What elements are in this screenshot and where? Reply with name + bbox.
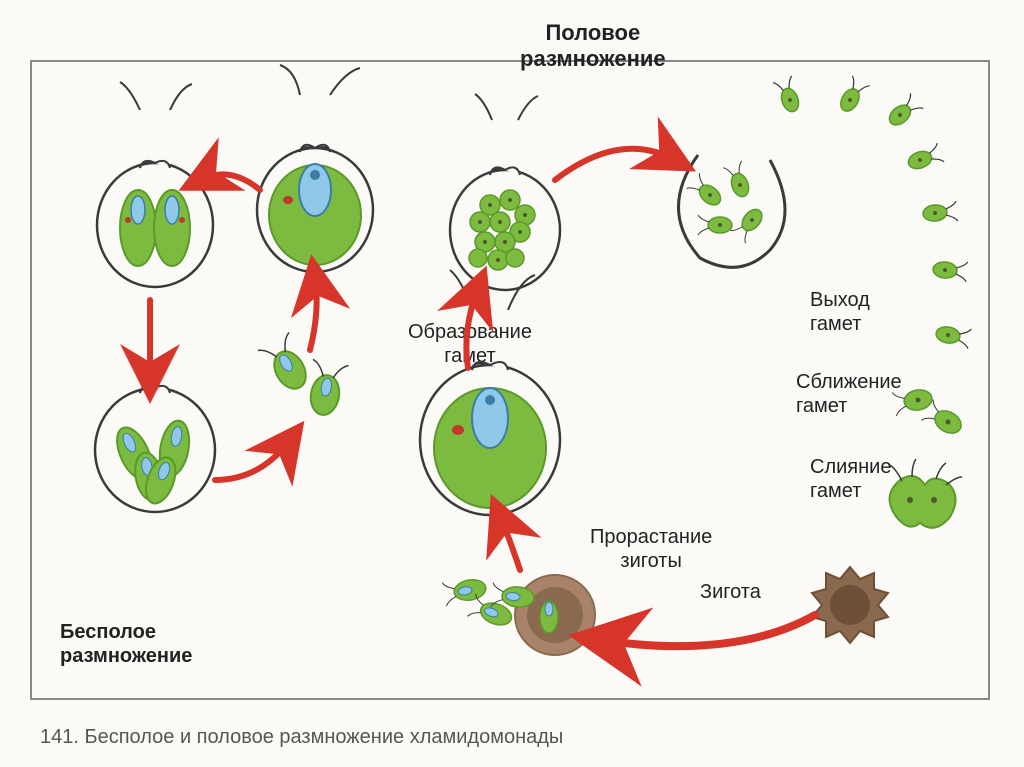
diagram-canvas: Половое размножение Бесполое размножение… — [0, 0, 1024, 767]
released-zoospore-1 — [258, 332, 316, 396]
asexual-four-cells — [95, 386, 215, 512]
approaching-gametes — [892, 386, 966, 440]
asexual-two-cells — [97, 82, 213, 287]
fusing-gametes — [890, 459, 962, 528]
free-gametes — [773, 76, 971, 349]
zygote — [812, 567, 888, 643]
sprouting-zygote — [515, 575, 595, 655]
asexual-parent-cell — [257, 65, 373, 272]
release-cup — [678, 155, 785, 267]
diagram-svg — [0, 0, 1024, 767]
gamete-sac — [450, 94, 560, 290]
released-zoospore-2 — [304, 359, 349, 417]
sexual-parent-cell — [420, 270, 560, 515]
